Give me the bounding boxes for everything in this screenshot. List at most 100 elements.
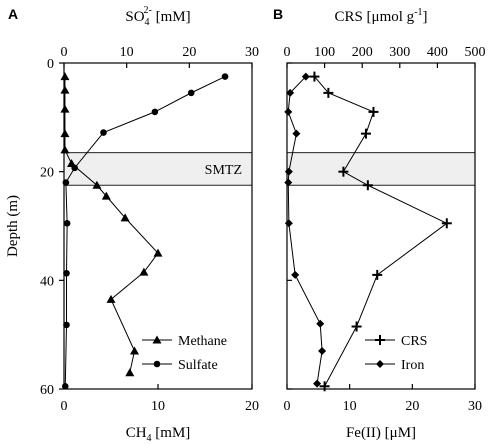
panel-b-series-iron-point-5 [284, 167, 293, 176]
panel-b-bottom-axis-title-main: Fe(II) [μM] [346, 425, 416, 441]
panel-a-series-methane-point-1 [60, 72, 70, 81]
panel-b-series-iron-point-11 [313, 379, 322, 388]
panel-b-letter: B [273, 6, 283, 22]
panel-a-legend-methane-label: Methane [178, 334, 227, 349]
panel-b-bottom-axis-title: Fe(II) [μM] [346, 425, 416, 441]
panel-b-bottom-tick-label-20: 20 [405, 399, 419, 414]
panel-a-series-methane-point-4 [60, 129, 70, 138]
panel-b-top-tick-label-300: 300 [389, 45, 410, 60]
panel-a-top-tick-label-10: 10 [120, 45, 134, 60]
panel-a-legend-sulfate-marker [153, 360, 161, 368]
panel-a-legend-methane: Methane [142, 334, 227, 349]
panel-b-top-axis-title-unit: ] [423, 9, 428, 25]
panel-b-bottom-tick-label-30: 30 [468, 399, 482, 414]
panel-a-bottom-tick-label-10: 10 [151, 399, 165, 414]
panel-b-series-iron-point-2 [286, 88, 295, 97]
panel-a-y-tick-label-40: 40 [40, 274, 54, 289]
panel-a-series-methane-point-12 [106, 294, 116, 303]
panel-b-smtz-band [286, 152, 476, 186]
panel-a-series-methane-point-11 [139, 267, 149, 276]
panel-a-top-tick-label-30: 30 [245, 45, 259, 60]
panel-a-top-tick-label-0: 0 [61, 45, 68, 60]
panel-b-series-iron-point-1 [301, 72, 310, 81]
panel-a-y-tick-label-60: 60 [40, 383, 54, 398]
panel-a-bottom-axis-title: CH4 [mM] [126, 425, 191, 444]
panel-a-series-sulfate-point-3 [151, 108, 159, 116]
panel-a-top-axis-title-sup: 2- [144, 5, 152, 16]
panel-a-bottom-tick-label-0: 0 [61, 399, 68, 414]
panel-a-series-sulfate-point-10 [61, 382, 69, 390]
panel-a-top-axis-title-main: SO [125, 9, 144, 25]
panel-a-series-methane-point-10 [153, 248, 163, 257]
panel-b-series-crs-line [314, 76, 448, 387]
panel-b-top-axis-title-main: CRS [μmol g [334, 9, 414, 25]
panel-b-top-tick-label-0: 0 [284, 45, 291, 60]
panel-a-series-sulfate-point-4 [100, 129, 107, 136]
panel-a-series-methane-point-3 [60, 104, 70, 113]
panel-b-series-iron-point-7 [284, 219, 293, 228]
panel-a-legend-sulfate: Sulfate [142, 358, 218, 373]
panel-b-series-crs-point-6 [362, 180, 373, 191]
panel-b-legend-iron: Iron [365, 358, 424, 373]
panel-a-top-axis-title-sub: 4 [145, 17, 150, 28]
panel-a-legend-sulfate-label: Sulfate [178, 358, 218, 373]
panel-a-bottom-tick-label-20: 20 [245, 399, 259, 414]
panel-b-top-axis-title-sup: -1 [414, 7, 422, 18]
panel-b-series-iron-point-8 [291, 270, 300, 279]
panel-b-series-crs [309, 71, 452, 392]
panel-b-top-axis-title: CRS [μmol g-1] [334, 7, 427, 25]
panel-b-top-tick-label-200: 200 [352, 45, 373, 60]
panel-a-series-methane-point-7 [92, 180, 102, 189]
panel-a-y-axis-title: Depth (m) [5, 195, 21, 257]
panel-b-series-crs-point-5 [338, 166, 349, 177]
panel-a-series-sulfate-point-1 [221, 73, 229, 80]
panel-a-series-methane-point-5 [60, 145, 70, 154]
panel-a-bottom-axis-title-unit: [mM] [152, 425, 191, 441]
panel-b-legend-iron-marker [376, 360, 384, 368]
panel-a-top-axis-title: SO42- [mM] [125, 5, 190, 28]
panel-a-y-tick-label-20: 20 [40, 166, 54, 181]
panel-b-series-crs-point-10 [319, 381, 330, 392]
panel-a-smtz-label: SMTZ [205, 163, 242, 178]
panel-b-series-crs-point-8 [372, 269, 383, 280]
panel-b-series-iron-point-3 [284, 107, 293, 116]
panel-b-bottom-tick-label-0: 0 [284, 399, 291, 414]
panel-b-series-crs-point-2 [323, 87, 334, 98]
panel-b-series-crs-point-9 [351, 321, 362, 332]
panel-b-series-crs-point-3 [368, 106, 379, 117]
panel-a-series-sulfate-point-5 [71, 164, 78, 172]
panel-a-series-sulfate-point-7 [63, 219, 71, 227]
panel-b-legend-crs-marker [375, 335, 385, 345]
panel-a-bottom-axis-title-sub: 4 [147, 433, 152, 444]
panel-a-series-methane-point-2 [60, 85, 70, 94]
panel-b-series-crs-point-4 [360, 128, 371, 139]
panel-a-series-methane-line [64, 76, 159, 373]
panel-a-series-methane-point-8 [101, 191, 111, 200]
panel-a-series-sulfate-point-9 [63, 321, 70, 329]
panel-a-series-methane-point-14 [125, 368, 135, 377]
panel-b-series-iron-point-6 [284, 178, 293, 187]
panel-a-series-sulfate-point-2 [187, 89, 195, 97]
panel-a-series-methane-point-13 [130, 346, 139, 355]
panel-a-series-methane [60, 72, 163, 377]
panel-a-series-sulfate [61, 73, 229, 390]
panel-a-bottom-axis-title-main: CH [126, 425, 147, 441]
panel-b-legend-iron-label: Iron [401, 358, 424, 373]
panel-b-frame [286, 62, 476, 390]
panel-a-y-tick-label-0: 0 [47, 57, 54, 72]
panel-b-legend-crs-label: CRS [401, 334, 427, 349]
panel-a-top-tick-label-20: 20 [182, 45, 196, 60]
panel-b-top-tick-label-400: 400 [427, 45, 448, 60]
panel-a-series-methane-point-9 [120, 213, 130, 222]
panel-b-series-crs-point-7 [441, 218, 452, 229]
panel-b-top-tick-label-500: 500 [465, 45, 486, 60]
panel-b-series-crs-point-1 [309, 71, 320, 82]
panel-a-letter: A [8, 6, 18, 22]
panel-a-top-axis-title-unit: [mM] [152, 9, 191, 25]
panel-a-series-sulfate-line [64, 76, 226, 387]
panel-b-series-iron-point-9 [316, 319, 325, 328]
panel-b-series-iron-point-4 [292, 129, 301, 138]
panel-b-series-iron-point-10 [318, 346, 327, 355]
panel-a-smtz-band [63, 152, 253, 186]
panel-a-series-sulfate-point-6 [62, 179, 70, 186]
